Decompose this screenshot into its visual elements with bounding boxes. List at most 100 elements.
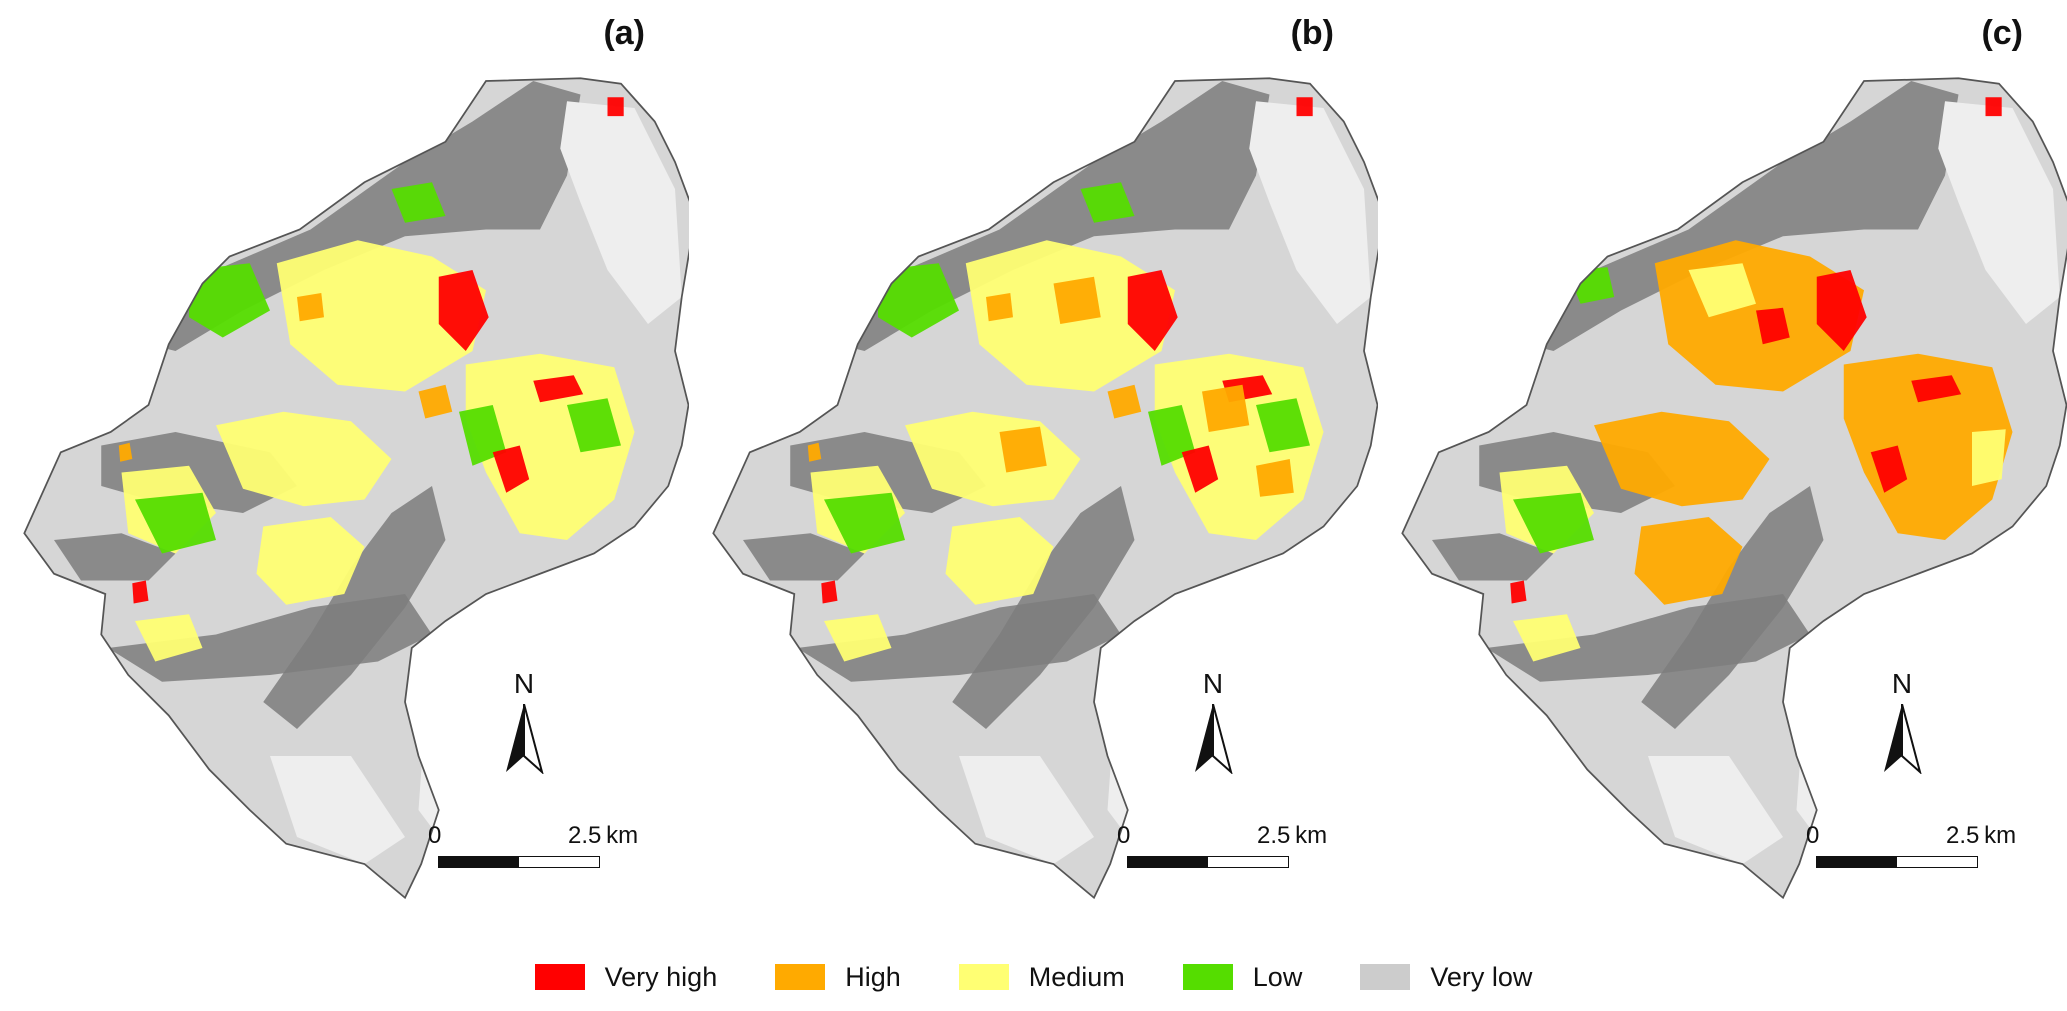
scale-max-label: 2.5 km bbox=[1946, 822, 2017, 849]
scale-bar: 0 2.5 km bbox=[1806, 822, 2016, 872]
north-arrow: N bbox=[1183, 668, 1243, 778]
hillshade-light bbox=[1648, 756, 1783, 864]
hazard-zone bbox=[118, 442, 133, 462]
hillshade-light bbox=[1938, 101, 2060, 324]
hazard-zone bbox=[821, 580, 838, 604]
hazard-zone bbox=[824, 492, 905, 554]
hazard-zone bbox=[1148, 405, 1196, 466]
hazard-zone bbox=[878, 263, 959, 338]
hazard-zone bbox=[1510, 580, 1527, 604]
legend-label-very-high: Very high bbox=[604, 961, 718, 992]
hazard-zone bbox=[1985, 97, 2002, 117]
legend: Very high High Medium Low Very low bbox=[0, 955, 2067, 999]
scale-zero-label: 0 bbox=[1806, 822, 1820, 849]
legend-item-very-high: Very high bbox=[534, 961, 718, 993]
hazard-zone bbox=[135, 614, 203, 662]
scale-fill bbox=[1817, 857, 1897, 867]
hillshade-dark bbox=[1641, 486, 1824, 729]
scale-fill bbox=[1128, 857, 1208, 867]
hazard-zone bbox=[1080, 182, 1135, 223]
map-panel-1: (a) N 0 2.5 km bbox=[0, 0, 689, 940]
hazard-zone bbox=[999, 426, 1047, 473]
legend-item-low: Low bbox=[1182, 962, 1302, 993]
hazard-zone bbox=[1202, 384, 1250, 432]
hazard-zone bbox=[465, 353, 635, 540]
hazard-zone bbox=[189, 263, 270, 338]
hazard-zone bbox=[459, 405, 507, 466]
map-panel-2: (b) N 0 2.5 km bbox=[689, 0, 1378, 940]
hazard-zone bbox=[1053, 276, 1101, 324]
scale-fill bbox=[439, 857, 519, 867]
hazard-zone bbox=[607, 97, 624, 117]
hazard-zone bbox=[533, 375, 584, 403]
scale-max-label: 2.5 km bbox=[568, 822, 639, 849]
hillshade-dark bbox=[743, 533, 865, 581]
hazard-zone bbox=[1972, 429, 2006, 486]
hazard-zone bbox=[1513, 492, 1594, 554]
legend-swatch-high bbox=[775, 964, 826, 990]
hazard-zone bbox=[824, 614, 892, 662]
hazard-zone bbox=[216, 411, 392, 507]
basin-outline bbox=[712, 77, 1378, 900]
map-panel-3: (c) N 0 2.5 km bbox=[1378, 0, 2067, 940]
hillshade-light bbox=[959, 756, 1094, 864]
hazard-zone bbox=[1513, 614, 1581, 662]
north-arrow-icon bbox=[1884, 704, 1922, 774]
legend-swatch-medium bbox=[958, 964, 1009, 990]
hazard-zone bbox=[945, 517, 1054, 605]
north-arrow-icon bbox=[506, 704, 544, 774]
hillshade-light bbox=[1249, 101, 1371, 324]
north-letter: N bbox=[1891, 668, 1913, 699]
map-graphic bbox=[23, 77, 689, 900]
hazard-zone bbox=[567, 398, 621, 453]
legend-swatch-very-high bbox=[534, 964, 585, 990]
scale-track bbox=[1816, 856, 1978, 868]
scale-zero-label: 0 bbox=[428, 822, 442, 849]
legend-label-medium: Medium bbox=[1028, 961, 1125, 992]
hazard-zone bbox=[807, 442, 822, 462]
legend-swatch-low bbox=[1182, 964, 1233, 990]
hazard-zone bbox=[1181, 445, 1219, 493]
north-letter: N bbox=[513, 668, 535, 699]
hazard-zone bbox=[256, 517, 365, 605]
basin-outline bbox=[1401, 77, 2067, 900]
hazard-zone bbox=[276, 240, 486, 392]
hazard-zone bbox=[135, 492, 216, 554]
scale-zero-label: 0 bbox=[1117, 822, 1131, 849]
north-letter: N bbox=[1202, 668, 1224, 699]
hazard-zone bbox=[986, 292, 1013, 322]
hillshade-dark bbox=[263, 486, 446, 729]
scale-bar: 0 2.5 km bbox=[1117, 822, 1327, 872]
hillshade-dark bbox=[54, 533, 176, 581]
hazard-zone bbox=[1870, 445, 1908, 493]
hazard-zone bbox=[1594, 411, 1770, 507]
scale-bar: 0 2.5 km bbox=[428, 822, 638, 872]
basin-outline bbox=[23, 77, 689, 900]
hazard-zone bbox=[492, 445, 530, 493]
scale-max-label: 2.5 km bbox=[1257, 822, 1328, 849]
scale-track bbox=[1127, 856, 1289, 868]
legend-item-very-low: Very low bbox=[1360, 962, 1532, 993]
hazard-zone bbox=[132, 580, 149, 604]
hazard-zone bbox=[1256, 398, 1310, 453]
hazard-zone bbox=[1107, 384, 1142, 419]
hazard-zone bbox=[1296, 97, 1313, 117]
north-arrow-icon bbox=[1195, 704, 1233, 774]
north-arrow: N bbox=[494, 668, 554, 778]
hazard-zone bbox=[418, 384, 453, 419]
hazard-zone bbox=[1127, 270, 1178, 351]
north-arrow: N bbox=[1872, 668, 1932, 778]
scale-track bbox=[438, 856, 600, 868]
legend-label-high: High bbox=[845, 961, 901, 992]
hazard-zone bbox=[1634, 517, 1743, 605]
legend-item-high: High bbox=[775, 962, 901, 993]
hazard-zone bbox=[1756, 307, 1790, 345]
hillshade-dark bbox=[1526, 81, 1959, 351]
hazard-zone bbox=[1688, 263, 1756, 318]
hazard-zone bbox=[1911, 375, 1962, 403]
hillshade-dark bbox=[1432, 533, 1554, 581]
hillshade-light bbox=[560, 101, 682, 324]
map-graphic bbox=[712, 77, 1378, 900]
legend-label-very-low: Very low bbox=[1430, 961, 1533, 992]
hazard-zone bbox=[1256, 459, 1294, 497]
